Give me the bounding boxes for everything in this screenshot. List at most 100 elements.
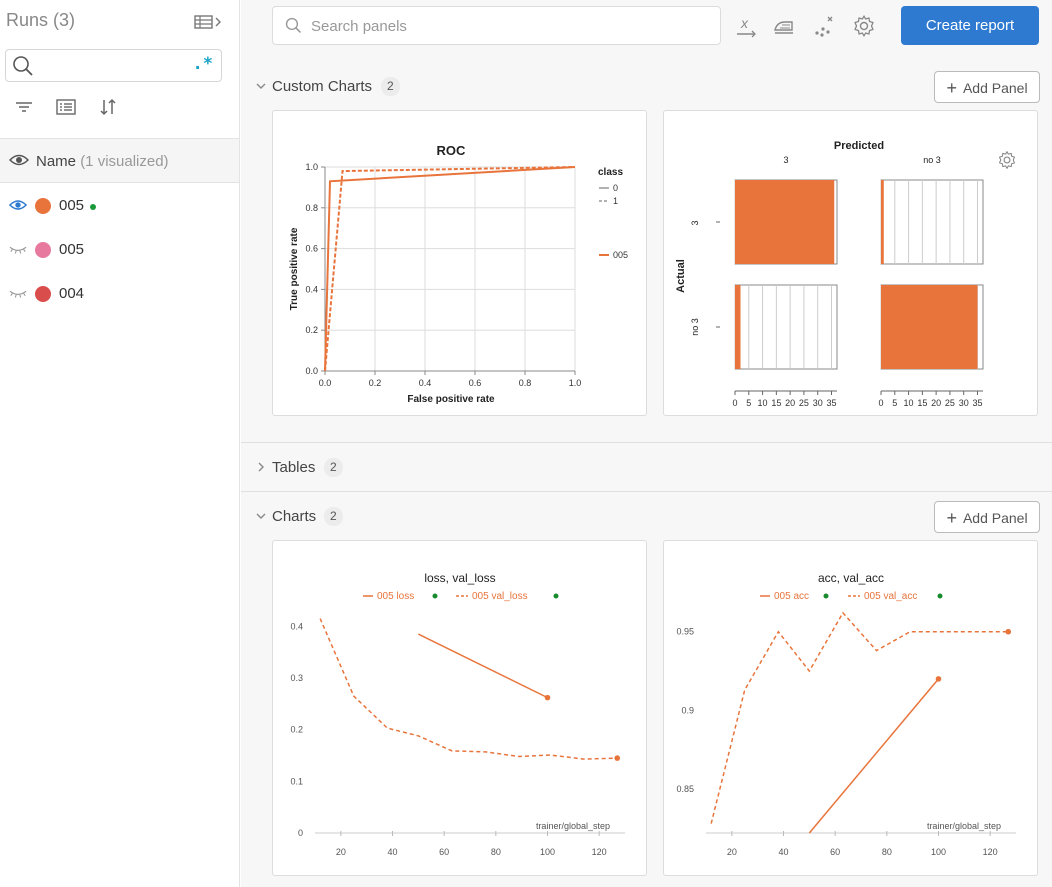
legend-label: 005 [613,250,628,260]
x-tick-label: 30 [813,398,823,408]
x-tick-label: 1.0 [569,378,582,388]
confusion-matrix-chart: Predicted Actual 3 no 3 3 no 3 0 5 10 15 20 2… [675,140,984,408]
accuracy-chart: acc, val_acc 005 acc 005 val_acc trainer… [676,571,1016,857]
legend: 005 acc 005 val_acc [760,591,943,602]
y-tick-label: 0.4 [305,284,318,294]
row-label: 3 [690,220,700,225]
x-tick-label: 15 [917,398,927,408]
column-label: 3 [783,155,788,165]
x-tick-label: 25 [945,398,955,408]
cm-bar [881,180,884,264]
loss-chart: loss, val_loss 005 loss 005 val_loss tra… [290,571,625,857]
x-tick-label: 0 [732,398,737,408]
regex-toggle-icon[interactable]: .* [192,54,213,74]
x-tick-label: 20 [785,398,795,408]
legend-label: 005 acc [774,591,809,602]
runs-search-input[interactable] [38,54,188,78]
section-count-badge: 2 [324,458,343,477]
confusion-matrix-panel[interactable]: Predicted Actual 3 no 3 3 no 3 0 5 10 15 20 2… [663,110,1038,416]
x-tick-label: 5 [892,398,897,408]
sort-icon[interactable] [97,96,119,118]
expand-table-icon[interactable] [194,12,222,32]
series-endpoint [935,676,942,682]
eye-closed-icon[interactable] [9,286,27,305]
eye-closed-icon[interactable] [9,242,27,261]
run-name[interactable]: 005 [59,241,85,258]
x-tick-label: 20 [727,847,737,857]
roc-chart-panel[interactable]: ROC False positive rate True positive ra… [272,110,647,416]
workspace-main: x Create report Custom Charts 2 + Add Pan… [241,0,1052,887]
group-icon[interactable] [55,96,77,118]
section-tables[interactable]: Tables 2 [241,449,1052,489]
y-tick-label: 0.2 [305,325,318,335]
search-icon [285,17,302,39]
chart-title: acc, val_acc [818,571,884,585]
panel-settings-gear-icon[interactable] [997,150,1017,170]
filter-icon[interactable] [13,96,35,118]
search-icon [12,55,34,82]
x-tick-label: 35 [972,398,982,408]
x-tick-label: 30 [959,398,969,408]
settings-gear-icon[interactable] [852,14,876,38]
series-line [319,618,618,760]
x-axis-label: trainer/global_step [536,821,610,831]
chevron-down-icon[interactable] [255,510,267,522]
section-title[interactable]: Tables [272,459,316,476]
runs-sidebar: Runs (3) .* Name (1 visualized) 005 [0,0,240,887]
accuracy-chart-panel[interactable]: acc, val_acc 005 acc 005 val_acc trainer… [663,540,1038,876]
run-color-dot[interactable] [35,286,51,302]
section-custom-charts[interactable]: Custom Charts 2 [241,68,1052,108]
series-line [808,678,940,834]
cm-cell-frame [880,179,984,265]
series-endpoint [614,755,621,761]
legend-label: 005 val_acc [864,591,917,602]
smoothing-icon[interactable] [772,14,796,38]
y-tick-label: 0.95 [676,627,694,637]
x-tick-label: 40 [387,847,397,857]
name-column-header[interactable]: Name (1 visualized) [0,138,239,183]
y-axis-label: Actual [675,259,687,293]
y-tick-label: 0.0 [305,366,318,376]
runs-count: (3) [53,10,76,30]
x-tick-label: 0.2 [369,378,382,388]
x-tick-label: 0.6 [469,378,482,388]
panel-search-input[interactable] [311,15,691,37]
x-axis-icon[interactable]: x [734,14,758,38]
add-panel-label: Add Panel [962,79,1028,96]
run-color-dot[interactable] [35,242,51,258]
add-panel-button[interactable]: + Add Panel [934,71,1040,103]
eye-icon[interactable] [8,198,28,217]
loss-chart-panel[interactable]: loss, val_loss 005 loss 005 val_loss tra… [272,540,647,876]
run-name[interactable]: 004 [59,285,85,302]
section-charts[interactable]: Charts 2 [241,498,1052,538]
chevron-down-icon[interactable] [255,80,267,92]
y-tick-label: 0.9 [681,705,694,715]
run-row[interactable]: 004 [0,274,239,314]
roc-curve-0 [324,166,576,372]
x-axis-label: False positive rate [407,394,495,405]
section-title[interactable]: Custom Charts [272,78,373,95]
section-title[interactable]: Charts [272,508,317,525]
y-tick-label: 0.4 [290,621,303,631]
legend: 005 loss 005 val_loss [363,591,559,602]
add-panel-button[interactable]: + Add Panel [934,501,1040,533]
outliers-icon[interactable] [812,14,836,38]
y-tick-label: 0.8 [305,203,318,213]
x-tick-label: 20 [931,398,941,408]
runs-search-box[interactable]: .* [5,49,222,82]
panel-search-box[interactable] [272,6,721,45]
x-tick-label: 40 [778,847,788,857]
run-row[interactable]: 005 [0,186,239,226]
eye-icon[interactable] [8,153,30,172]
x-tick-label: 20 [336,847,346,857]
create-report-button[interactable]: Create report [901,6,1039,45]
y-tick-label: 0.6 [305,244,318,254]
run-color-dot[interactable] [35,198,51,214]
svg-text:x: x [740,15,749,31]
x-tick-label: 80 [882,847,892,857]
series-line [710,611,1009,824]
chevron-right-icon[interactable] [255,461,267,473]
x-tick-label: 15 [771,398,781,408]
run-row[interactable]: 005 [0,230,239,270]
run-name[interactable]: 005 [59,197,85,214]
